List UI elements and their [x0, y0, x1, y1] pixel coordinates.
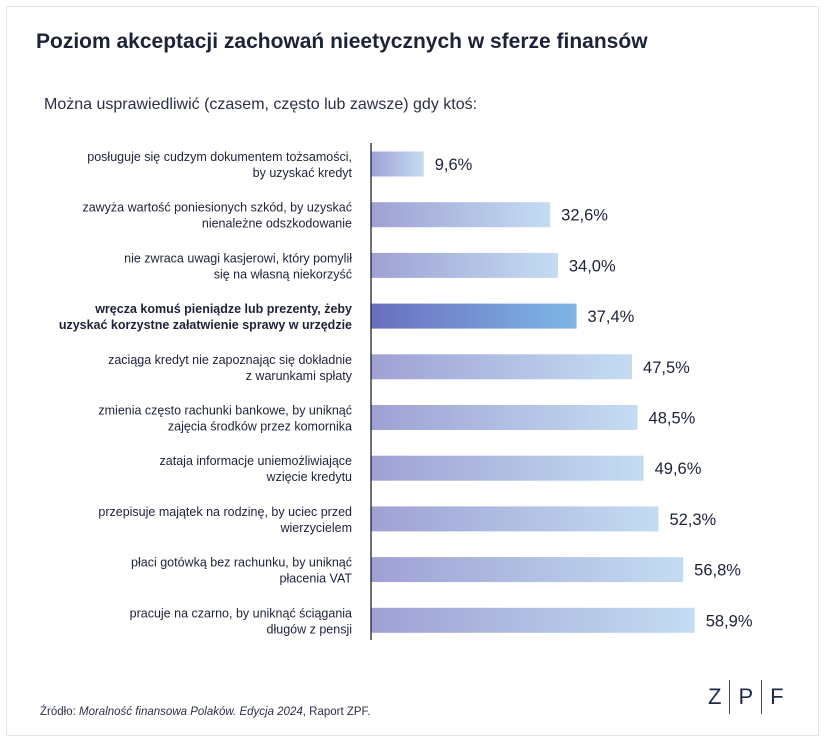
category-label: płaci gotówką bez rachunku, by uniknąć	[131, 556, 352, 570]
category-label: przepisuje majątek na rodzinę, by uciec …	[98, 505, 352, 519]
value-label: 34,0%	[569, 257, 616, 275]
value-label: 37,4%	[588, 308, 635, 326]
bar	[371, 455, 644, 481]
category-label: zaciąga kredyt nie zapoznając się dokład…	[108, 353, 352, 367]
category-label: zmienia często rachunki bankowe, by unik…	[98, 404, 352, 418]
category-label: posługuje się cudzym dokumentem tożsamoś…	[87, 150, 352, 164]
value-label: 52,3%	[669, 511, 716, 529]
category-label: płacenia VAT	[280, 572, 353, 586]
bar	[371, 151, 424, 177]
bar	[371, 202, 551, 228]
chart-subtitle: Można usprawiedliwić (czasem, często lub…	[44, 96, 478, 113]
value-label: 58,9%	[706, 612, 753, 630]
value-label: 48,5%	[649, 410, 696, 428]
chart-title: Poziom akceptacji zachowań nieetycznych …	[36, 30, 648, 53]
logo-letter-f: F	[770, 684, 784, 709]
category-label: zajęcia środków przez komornika	[168, 420, 352, 434]
category-label: nie zwraca uwagi kasjerowi, który pomyli…	[124, 251, 352, 265]
bar	[371, 557, 684, 583]
category-label: z warunkami spłaty	[246, 369, 353, 383]
category-label: uzyskać korzystne załatwienie sprawy w u…	[59, 318, 352, 332]
bar	[371, 303, 577, 329]
source-note: Źródło: Moralność finansowa Polaków. Edy…	[40, 706, 371, 718]
bar	[371, 354, 633, 380]
category-label: długów z pensji	[267, 622, 352, 636]
category-label: wręcza komuś pieniądze lub prezenty, żeb…	[94, 302, 352, 316]
source-suffix: , Raport ZPF.	[302, 706, 371, 718]
chart-frame	[6, 6, 819, 736]
logo-letter-z: Z	[708, 684, 722, 709]
logo-divider	[761, 680, 763, 714]
category-label: wierzycielem	[279, 521, 352, 535]
bar	[371, 607, 695, 633]
category-label: nienależne odszkodowanie	[202, 217, 352, 231]
value-label: 49,6%	[655, 460, 702, 478]
category-label: pracuje na czarno, by uniknąć ściągania	[130, 606, 352, 620]
category-label: się na własną niekorzyść	[214, 267, 352, 281]
bar	[371, 252, 558, 278]
logo-divider	[729, 680, 731, 714]
category-label: by uzyskać kredyt	[253, 166, 353, 180]
zpf-logo: Z P F	[700, 680, 792, 714]
source-prefix: Źródło:	[40, 706, 79, 718]
value-label: 9,6%	[435, 156, 473, 174]
bar	[371, 506, 659, 532]
category-label: zawyża wartość poniesionych szkód, by uz…	[82, 201, 352, 215]
bar	[371, 405, 638, 430]
category-label: zataja informacje uniemożliwiające	[160, 454, 352, 468]
value-label: 56,8%	[694, 562, 741, 580]
category-label: wzięcie kredytu	[266, 470, 352, 484]
value-label: 47,5%	[643, 359, 690, 377]
logo-letter-p: P	[738, 684, 754, 709]
value-label: 32,6%	[561, 207, 608, 225]
source-title: Moralność finansowa Polaków. Edycja 2024	[79, 706, 303, 718]
